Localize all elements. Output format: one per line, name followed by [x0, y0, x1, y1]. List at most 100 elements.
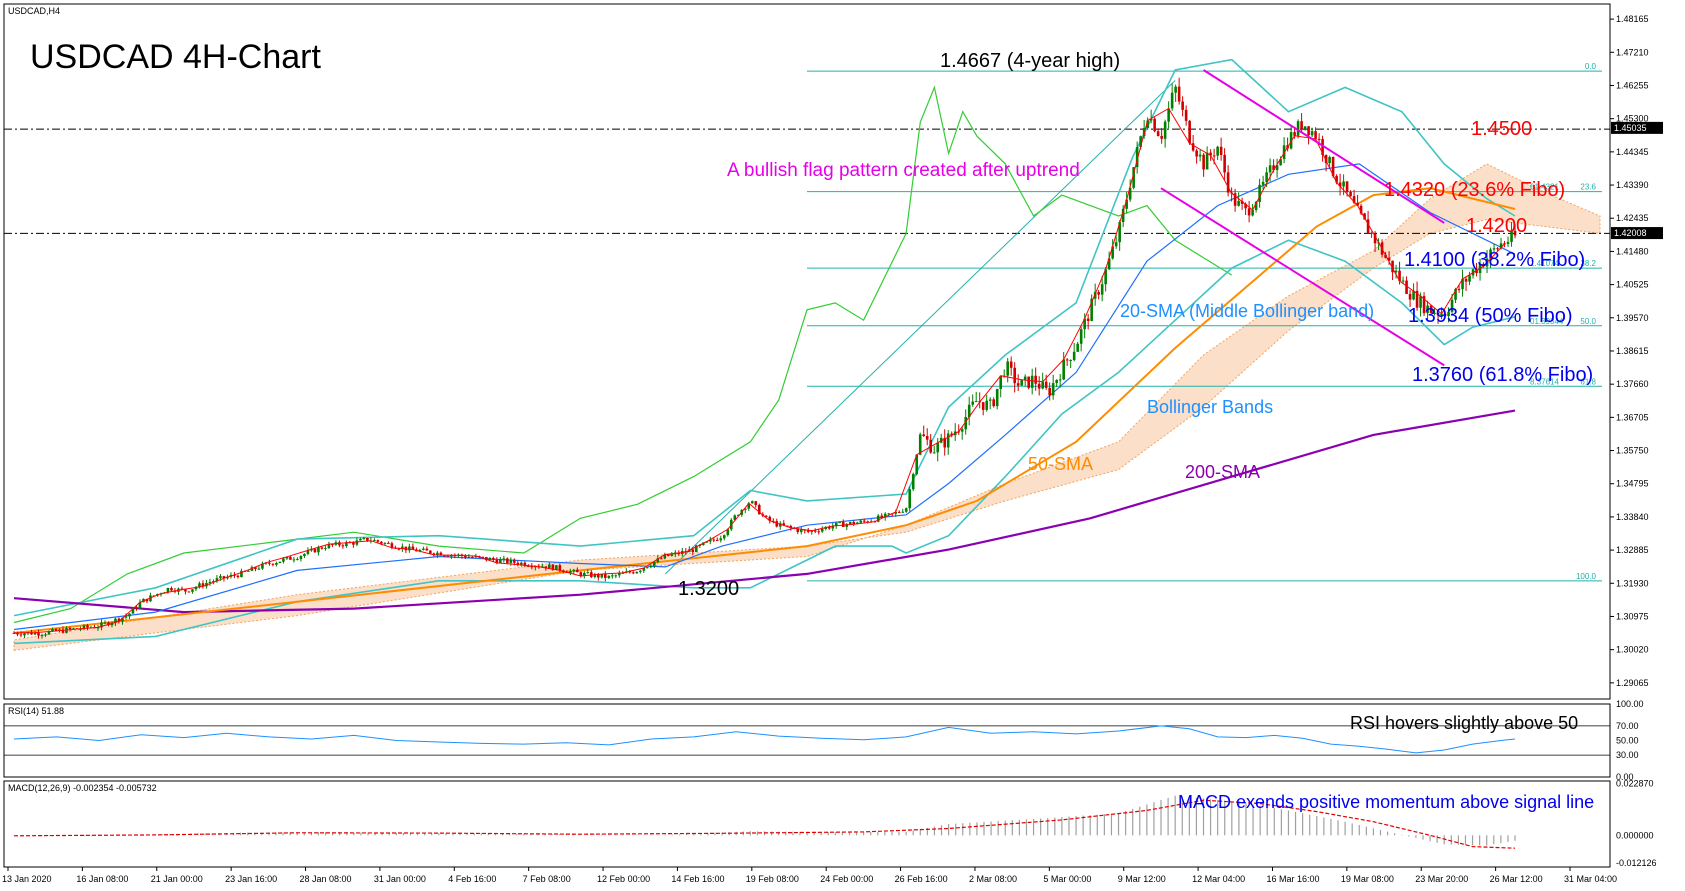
time-axis-label: 23 Jan 16:00 [225, 874, 277, 884]
candle-body [488, 558, 492, 561]
price-axis-label: 1.42435 [1616, 213, 1649, 223]
candle-body [191, 589, 194, 592]
fib-price-tag: 8.37614 [1530, 377, 1559, 386]
candle-body [1387, 257, 1391, 261]
candle-body [1303, 126, 1307, 129]
candle-body [1503, 243, 1506, 245]
macd-axis-label: 0.000000 [1616, 830, 1654, 840]
candle-body [1513, 230, 1517, 236]
fib-ratio-label: 38.2 [1580, 259, 1596, 268]
price-axis-label: 1.40525 [1616, 280, 1649, 290]
price-axis-label: 1.41480 [1616, 246, 1649, 256]
candle-body [646, 567, 649, 569]
level-4200-label: 1.4200 [1466, 215, 1527, 237]
candle-body [614, 575, 618, 577]
candle-body [908, 489, 912, 509]
candle-body [1429, 305, 1433, 314]
flag-lower-line [1160, 187, 1445, 367]
candle-body [418, 549, 422, 552]
candle-body [1475, 269, 1478, 274]
candle-body [1275, 165, 1279, 171]
candle-body [1335, 175, 1338, 183]
candle-body [576, 569, 579, 573]
candle-body [268, 562, 271, 564]
fib-price-tag: 61.4321 [1530, 183, 1559, 192]
candle-body [131, 607, 135, 614]
fib-ratio-label: 0.0 [1585, 62, 1597, 71]
candle-body [264, 562, 268, 564]
price-axis-label: 1.29065 [1616, 678, 1649, 688]
candle-body [862, 520, 866, 522]
price-axis-label: 1.34795 [1616, 479, 1649, 489]
candle-body [523, 562, 527, 566]
candle-body [925, 436, 929, 440]
time-axis-label: 16 Mar 16:00 [1266, 874, 1319, 884]
candle-body [1506, 241, 1510, 244]
symbol-label: USDCAD,H4 [8, 6, 60, 16]
chart-title: USDCAD 4H-Chart [30, 38, 321, 76]
candle-body [733, 515, 737, 520]
candle-body [303, 553, 306, 557]
candle-body [771, 520, 775, 522]
candle-body [1293, 132, 1296, 136]
candle-body [233, 574, 236, 576]
rsi-axis-label: 0.00 [1616, 772, 1634, 782]
candle-body [894, 511, 898, 514]
candle-body [1156, 131, 1160, 136]
bollinger-upper-band [13, 58, 1516, 617]
candle-body [103, 622, 107, 624]
candle-body [810, 530, 814, 532]
candle-body [422, 548, 425, 550]
low-annotation: 1.3200 [678, 578, 739, 600]
candle-body [485, 557, 488, 561]
candle-body [355, 540, 359, 545]
candle-body [1408, 293, 1412, 300]
candle-body [1321, 138, 1324, 155]
candle-body [1051, 383, 1055, 396]
candle-body [1121, 208, 1125, 223]
candle-body [607, 575, 611, 578]
candle-body [138, 602, 142, 609]
candle-body [86, 625, 89, 628]
candle-body [1209, 152, 1212, 156]
high-annotation: 1.4667 (4-year high) [940, 50, 1120, 72]
candle-body [1058, 379, 1062, 381]
rsi-line [13, 725, 1516, 754]
candle-body [1023, 376, 1027, 380]
candle-body [432, 553, 436, 555]
macd-axis-label: 0.022870 [1616, 779, 1654, 789]
candle-body [247, 570, 250, 572]
candle-body [1405, 280, 1408, 294]
candle-body [1247, 208, 1251, 216]
candle-body [950, 433, 954, 436]
candle-body [1499, 243, 1503, 249]
candle-body [1412, 290, 1415, 300]
sma20-line [13, 163, 1516, 631]
candle-body [1111, 246, 1114, 259]
candle-body [1454, 289, 1457, 300]
candle-body [1104, 269, 1107, 285]
candle-body [215, 578, 219, 582]
candle-body [1258, 184, 1261, 202]
candle-body [1342, 181, 1345, 187]
candle-body [946, 433, 950, 448]
candle-body [1048, 387, 1051, 396]
candle-body [12, 632, 16, 634]
candle-body [628, 571, 632, 573]
candle-body [446, 555, 450, 557]
candle-body [943, 437, 947, 448]
fib-price-tag: 1.41074 [1530, 259, 1559, 268]
candle-body [813, 530, 817, 532]
candle-body [1030, 375, 1034, 388]
candle-body [474, 556, 478, 558]
candle-body [1223, 154, 1226, 173]
candle-body [509, 559, 513, 563]
price-tag-2: 1.42008 [1611, 227, 1663, 240]
ichimoku-cloud [13, 163, 1601, 651]
candle-body [1510, 230, 1513, 242]
candle-body [827, 526, 831, 529]
candle-body [897, 511, 901, 513]
candle-body [901, 511, 905, 513]
candle-body [429, 550, 432, 554]
macd-annotation: MACD exends positive momentum above sign… [1178, 792, 1594, 812]
